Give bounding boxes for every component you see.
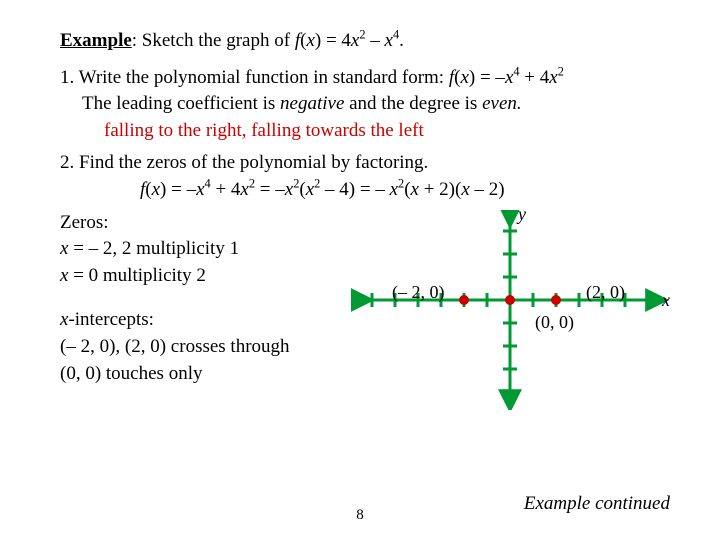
coordinate-chart: y x (– 2, 0)(2, 0)(0, 0) — [340, 210, 680, 410]
point-label: (2, 0) — [586, 280, 625, 305]
step1-end-behavior: falling to the right, falling towards th… — [104, 120, 424, 141]
axes-svg — [340, 210, 680, 410]
xintercepts-block: x-intercepts: (– 2, 0), (2, 0) crosses t… — [60, 307, 340, 387]
step-2: 2. Find the zeros of the polynomial by f… — [60, 150, 670, 203]
example-continued: Example continued — [524, 491, 670, 518]
title-fn: f — [295, 30, 300, 51]
step2-fn: f(x) = –x4 + 4x2 = –x2(x2 – 4) = – x2(x … — [140, 179, 505, 200]
point-label: (0, 0) — [535, 310, 574, 335]
step1-a: 1. Write the polynomial function in stan… — [60, 67, 449, 88]
title-prefix: Example — [60, 30, 132, 51]
page-number: 8 — [356, 505, 364, 526]
step2-a: 2. Find the zeros of the polynomial by f… — [60, 152, 428, 173]
left-info-column: Zeros: x = – 2, 2 multiplicity 1 x = 0 m… — [60, 210, 340, 406]
point-label: (– 2, 0) — [392, 280, 445, 305]
y-axis-label: y — [518, 202, 526, 227]
zeros-block: Zeros: x = – 2, 2 multiplicity 1 x = 0 m… — [60, 210, 340, 290]
example-title: Example: Sketch the graph of f(x) = 4x2 … — [60, 28, 670, 55]
title-rest: : Sketch the graph of — [132, 30, 295, 51]
x-axis-label: x — [662, 288, 670, 313]
step-1: 1. Write the polynomial function in stan… — [60, 65, 670, 145]
step1-b: The leading coefficient is negative and … — [82, 93, 522, 114]
